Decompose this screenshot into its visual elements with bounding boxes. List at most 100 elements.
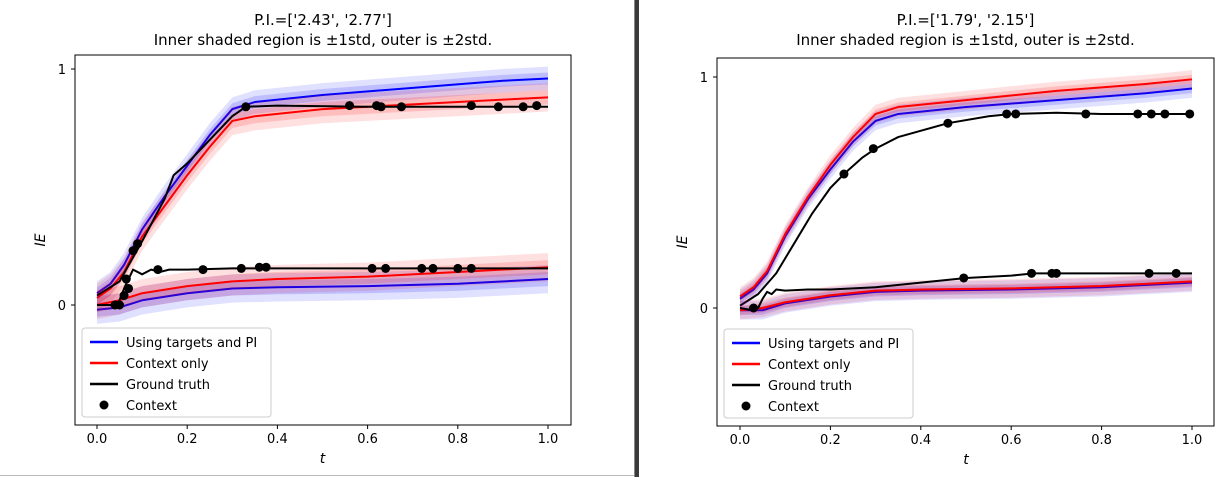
y-axis-label: IE	[675, 235, 691, 248]
x-tick-label: 0.4	[910, 433, 931, 448]
series-4-line	[739, 280, 1193, 312]
context-point	[133, 239, 143, 249]
window-divider	[634, 0, 639, 477]
chart-subtitle: Inner shaded region is ±1std, outer is ±…	[154, 31, 493, 49]
context-point	[1160, 109, 1170, 119]
context-point	[453, 263, 463, 273]
series-0-line	[96, 77, 549, 295]
series-3-band-1std	[97, 271, 548, 317]
plot-area	[739, 70, 1195, 320]
legend-box	[81, 327, 272, 418]
context-point	[1002, 109, 1012, 119]
y-tick-label: 1	[700, 71, 708, 86]
x-tick-label: 1.0	[538, 432, 559, 447]
legend-box	[723, 328, 914, 419]
x-tick-label: 0.8	[447, 432, 468, 447]
x-tick-label: 0.0	[730, 433, 751, 448]
legend-label: Using targets and PI	[768, 337, 899, 352]
legend: Using targets and PI Context only Ground t…	[723, 328, 914, 419]
context-point	[417, 263, 427, 273]
chart-left: P.I.=['2.43', '2.77'] Inner shaded region…	[33, 11, 572, 467]
chart-title: P.I.=['1.79', '2.15']	[897, 11, 1035, 29]
axes-frame	[74, 54, 572, 426]
legend-label: Context only	[126, 357, 209, 372]
context-point	[396, 102, 406, 112]
context-point	[466, 263, 476, 273]
series-0-band-2std	[97, 66, 548, 305]
legend-swatch	[741, 401, 751, 411]
context-point	[518, 102, 528, 112]
axes-frame	[716, 57, 1215, 427]
context-point	[466, 101, 476, 111]
context-point	[376, 102, 386, 112]
context-point	[1171, 268, 1181, 278]
context-point	[124, 283, 134, 293]
context-point	[381, 263, 391, 273]
context-point	[532, 101, 542, 111]
context-point	[1011, 109, 1021, 119]
context-point	[128, 246, 138, 256]
plot-area	[96, 66, 549, 324]
window-edge	[0, 475, 634, 476]
x-axis-label: t	[320, 451, 326, 467]
context-point	[839, 169, 849, 179]
y-tick-label: 1	[58, 63, 66, 78]
y-tick-label: 0	[700, 302, 708, 317]
context-point	[119, 291, 129, 301]
context-point	[493, 102, 503, 112]
series-1-band-1std	[97, 90, 548, 306]
series-3-band-2std	[97, 264, 548, 324]
legend-label: Context	[126, 399, 177, 414]
x-tick-label: 0.2	[820, 433, 841, 448]
legend-swatch	[99, 400, 109, 410]
series-2-line	[739, 111, 1192, 307]
context-point	[1133, 109, 1143, 119]
context-point	[1185, 109, 1195, 119]
series-1-band-2std	[740, 70, 1192, 306]
context-point	[261, 262, 271, 272]
chart-title: P.I.=['2.43', '2.77']	[254, 11, 392, 29]
x-tick-label: 0.6	[1001, 433, 1022, 448]
series-2-line	[96, 104, 548, 297]
chart-subtitle: Inner shaded region is ±1std, outer is ±…	[796, 31, 1135, 49]
legend-label: Using targets and PI	[126, 336, 257, 351]
series-5-line	[739, 272, 1192, 312]
x-tick-label: 0.0	[87, 432, 108, 447]
context-point	[241, 102, 251, 112]
context-point	[153, 265, 163, 275]
x-tick-label: 1.0	[1182, 433, 1203, 448]
context-point	[428, 263, 438, 273]
x-tick-label: 0.4	[267, 432, 288, 447]
series-3-line	[96, 278, 549, 311]
context-point	[749, 303, 759, 313]
series-0-line	[739, 87, 1193, 300]
series-1-line	[739, 78, 1193, 298]
context-point	[943, 118, 953, 128]
y-tick-label: 0	[58, 299, 66, 314]
context-point	[1146, 109, 1156, 119]
context-point	[254, 262, 264, 272]
context-point	[115, 300, 125, 310]
series-4-band-2std	[740, 272, 1192, 320]
x-tick-label: 0.8	[1091, 433, 1112, 448]
legend-label: Context only	[768, 358, 851, 373]
context-point	[121, 274, 131, 284]
context-point	[236, 263, 246, 273]
y-axis-label: IE	[33, 233, 49, 246]
series-3-line	[740, 281, 1193, 312]
legend: Using targets and PI Context only Ground t…	[81, 327, 272, 418]
context-point	[367, 263, 377, 273]
context-point	[1027, 268, 1037, 278]
legend-label: Context	[768, 400, 819, 415]
x-tick-label: 0.2	[177, 432, 198, 447]
context-point	[1051, 268, 1061, 278]
chart-right: P.I.=['1.79', '2.15'] Inner shaded region…	[675, 11, 1215, 468]
x-axis-label: t	[963, 452, 969, 468]
context-point	[198, 265, 208, 275]
context-point	[959, 273, 969, 283]
legend-label: Ground truth	[768, 379, 852, 394]
series-0-band-1std	[740, 83, 1192, 304]
x-tick-label: 0.6	[357, 432, 378, 447]
legend-label: Ground truth	[126, 378, 210, 393]
context-point	[345, 101, 355, 111]
